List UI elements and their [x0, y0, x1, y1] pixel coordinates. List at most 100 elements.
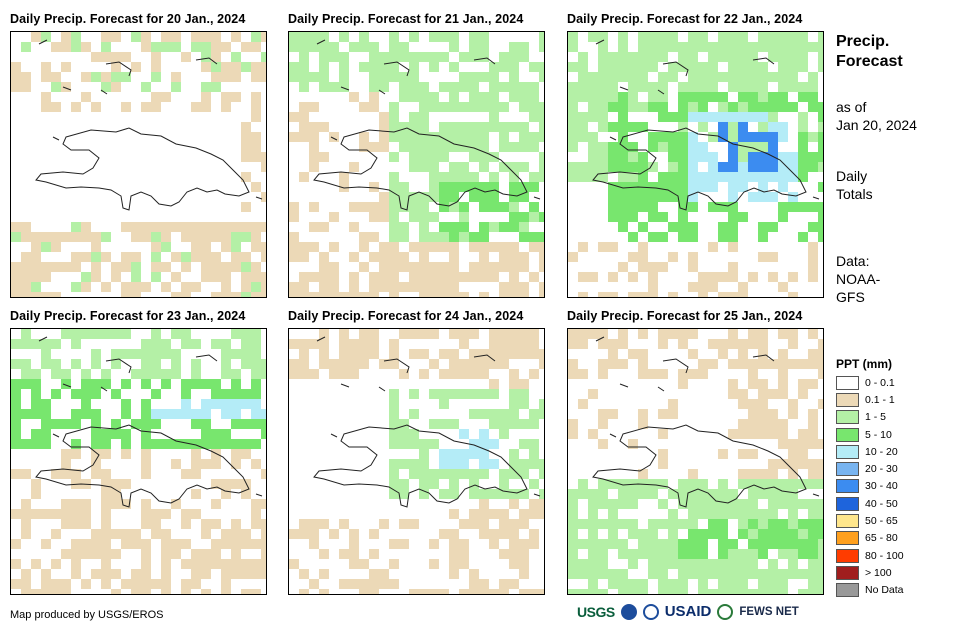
precip-cell — [31, 292, 41, 297]
hispaniola-outline — [313, 127, 528, 211]
precip-cell — [509, 349, 519, 359]
legend-item: 0.1 - 1 — [836, 391, 904, 408]
precip-cell — [568, 359, 578, 369]
precip-cell — [251, 292, 261, 297]
precip-cell — [419, 252, 429, 262]
precip-cell — [578, 329, 588, 339]
precip-cell — [479, 102, 489, 112]
precip-cell — [748, 529, 758, 539]
precip-cell — [808, 102, 818, 112]
precip-cell — [808, 72, 818, 82]
precip-cell — [798, 569, 808, 579]
precip-cell — [91, 389, 101, 399]
precip-cell — [319, 339, 329, 349]
precip-cell — [211, 459, 221, 469]
precip-cell — [499, 102, 509, 112]
precip-cell — [628, 439, 638, 449]
precip-cell — [111, 389, 121, 399]
precip-cell — [91, 549, 101, 559]
precip-cell — [21, 329, 31, 339]
precip-cell — [409, 92, 419, 102]
precip-cell — [111, 72, 121, 82]
precip-cell — [529, 242, 539, 252]
precip-cell — [359, 589, 369, 594]
precip-cell — [379, 519, 389, 529]
precip-cell — [618, 329, 628, 339]
precip-cell — [241, 529, 251, 539]
precip-cell — [101, 499, 111, 509]
precip-cell — [221, 539, 231, 549]
precip-cell — [568, 429, 578, 439]
precip-cell — [71, 282, 81, 292]
precip-cell — [529, 92, 539, 102]
precip-cell — [11, 282, 21, 292]
precip-cell — [221, 489, 231, 499]
precip-cell — [698, 569, 708, 579]
precip-cell — [221, 232, 231, 242]
precip-cell — [221, 399, 231, 409]
precip-cell — [519, 559, 529, 569]
precip-cell — [738, 62, 748, 72]
legend-swatch — [836, 444, 859, 459]
precip-cell — [588, 489, 598, 499]
precip-cell — [608, 529, 618, 539]
precip-cell — [191, 559, 201, 569]
precip-cell — [578, 272, 588, 282]
precip-cell — [469, 449, 479, 459]
precip-cell — [51, 509, 61, 519]
precip-cell — [728, 292, 738, 297]
precip-cell — [41, 429, 51, 439]
precip-cell — [389, 172, 399, 182]
precip-cell — [668, 489, 678, 499]
precip-cell — [409, 519, 419, 529]
precip-cell — [201, 92, 211, 102]
precip-cell — [568, 419, 578, 429]
precip-cell — [568, 142, 578, 152]
precip-cell — [389, 579, 399, 589]
minor-islands-outline — [38, 39, 263, 200]
precip-cell — [708, 62, 718, 72]
precip-cell — [509, 399, 519, 409]
precip-cell — [389, 152, 399, 162]
precip-cell — [469, 102, 479, 112]
precip-cell — [808, 82, 818, 92]
precip-cell — [339, 369, 349, 379]
precip-cell — [798, 122, 808, 132]
precip-cell — [479, 469, 489, 479]
precip-cell — [51, 339, 61, 349]
precip-cell — [181, 389, 191, 399]
precip-cell — [489, 489, 499, 499]
precip-cell — [728, 539, 738, 549]
legend-label: 1 - 5 — [865, 411, 887, 424]
precip-cell — [818, 112, 823, 122]
precip-cell — [161, 42, 171, 52]
precip-cell — [141, 569, 151, 579]
precip-cell — [618, 42, 628, 52]
precip-cell — [509, 282, 519, 292]
precip-cell — [31, 282, 41, 292]
precip-cell — [121, 72, 131, 82]
precip-cell — [568, 339, 578, 349]
precip-cell — [519, 122, 529, 132]
precip-cell — [598, 539, 608, 549]
precip-cell — [101, 72, 111, 82]
precip-cell — [718, 509, 728, 519]
precip-cell — [519, 489, 529, 499]
precip-cell — [718, 559, 728, 569]
precip-cell — [708, 112, 718, 122]
precip-cell — [339, 82, 349, 92]
precip-cell — [479, 192, 489, 202]
precip-cell — [309, 339, 319, 349]
precip-cell — [728, 429, 738, 439]
precip-cell — [121, 349, 131, 359]
precip-cell — [181, 589, 191, 594]
precip-cell — [509, 202, 519, 212]
precip-cell — [489, 202, 499, 212]
precip-cell — [638, 72, 648, 82]
precip-cell — [299, 32, 309, 42]
precip-cell — [241, 339, 251, 349]
precip-cell — [768, 52, 778, 62]
precip-cell — [449, 559, 459, 569]
precip-cell — [191, 339, 201, 349]
precip-cell — [231, 369, 241, 379]
